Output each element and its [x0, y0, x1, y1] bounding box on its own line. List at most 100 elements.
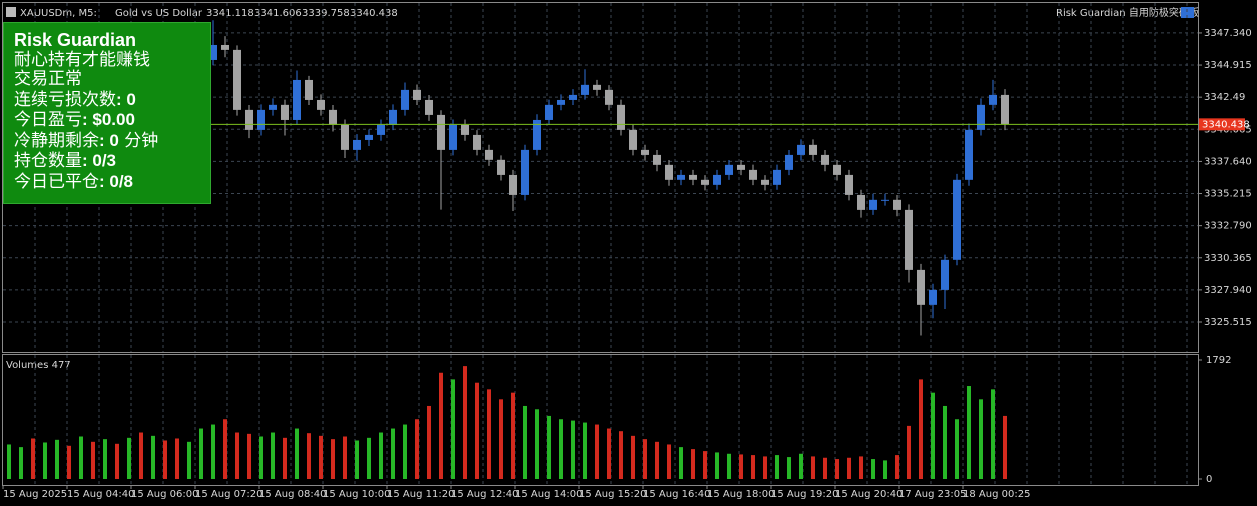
volume-bar	[163, 440, 167, 479]
candle-body	[881, 199, 889, 201]
candle-body	[857, 194, 865, 210]
candle-body	[389, 109, 397, 125]
candle-body	[401, 89, 409, 110]
candle-body	[701, 179, 709, 185]
y-tick-label: 3337.640	[1204, 156, 1252, 167]
volume-bar	[739, 454, 743, 479]
x-tick-label: 15 Aug 16:40	[643, 489, 710, 500]
volume-bar	[547, 415, 551, 479]
symbol: XAUUSDm, M5:	[20, 8, 97, 19]
main-frame	[2, 2, 1199, 353]
volume-bar	[283, 437, 287, 479]
candle-body	[281, 104, 289, 120]
candle-body	[581, 84, 589, 95]
panel-text: 分钟	[118, 130, 159, 151]
volume-bar	[463, 366, 467, 479]
x-tick-label: 15 Aug 2025	[3, 489, 67, 500]
volume-bar	[235, 432, 239, 479]
volume-bar	[139, 432, 143, 479]
volume-bar	[655, 441, 659, 479]
candle-body	[365, 134, 373, 140]
candle-body	[521, 149, 529, 195]
candle-body	[737, 164, 745, 170]
candle-body	[761, 179, 769, 185]
volume-bar	[487, 389, 491, 479]
volume-bar	[811, 456, 815, 479]
symbol-icon	[6, 7, 16, 17]
volume-bar	[715, 452, 719, 479]
volume-bar	[43, 442, 47, 479]
candle-body	[557, 99, 565, 105]
x-tick-label: 15 Aug 08:40	[259, 489, 326, 500]
volume-bar	[883, 460, 887, 479]
indicator-icon	[1181, 7, 1194, 18]
candle-body	[473, 134, 481, 150]
volume-bar	[991, 389, 995, 479]
description: Gold vs US Dollar	[115, 8, 203, 19]
volume-bar	[223, 419, 227, 479]
candle-body	[929, 289, 937, 305]
volume-bar	[907, 425, 911, 479]
panel-text: 交易正常	[14, 69, 82, 89]
volume-bar	[955, 419, 959, 479]
candle-body	[689, 174, 697, 180]
volume-bar	[667, 444, 671, 479]
volume-bar	[451, 379, 455, 479]
x-tick-label: 15 Aug 07:20	[195, 489, 262, 500]
volume-bar	[7, 444, 11, 479]
candle-body	[425, 99, 433, 115]
panel-text: 今日盈亏	[14, 110, 82, 130]
volume-bar	[763, 456, 767, 479]
volume-bar	[703, 451, 707, 479]
candle-body	[509, 174, 517, 195]
volume-bar	[403, 424, 407, 479]
volume-tick-label: 1792	[1206, 355, 1231, 366]
volume-bar	[391, 428, 395, 479]
volume-bar	[91, 441, 95, 479]
price-label: 3340.438	[1202, 119, 1250, 130]
candle-body	[809, 144, 817, 155]
volume-bar	[607, 428, 611, 479]
candle-body	[905, 209, 913, 270]
volume-bar	[307, 433, 311, 479]
volume-bar	[151, 435, 155, 479]
volume-bar	[919, 379, 923, 479]
x-tick-label: 15 Aug 04:40	[67, 489, 134, 500]
y-tick-label: 3327.940	[1204, 285, 1252, 296]
candle-body	[245, 109, 253, 130]
candle-body	[965, 129, 973, 180]
candle-body	[497, 159, 505, 175]
volume-bar	[475, 382, 479, 479]
candle-body	[893, 199, 901, 210]
candle-body	[209, 44, 217, 60]
candle-body	[329, 109, 337, 125]
y-tick-label: 3335.215	[1204, 189, 1252, 200]
volume-bar	[187, 441, 191, 479]
header-value: 3340.438	[350, 8, 398, 19]
candle-body	[953, 179, 961, 260]
volume-bar	[559, 419, 563, 479]
volume-bar	[679, 447, 683, 479]
volume-bar	[127, 437, 131, 479]
panel-line: 今日盈亏: $0.00	[14, 110, 210, 131]
volume-bar	[859, 456, 863, 479]
candle-body	[821, 154, 829, 165]
x-tick-label: 15 Aug 10:00	[323, 489, 390, 500]
volume-bar	[199, 428, 203, 479]
volume-frame	[2, 354, 1199, 486]
candle-body	[989, 94, 997, 105]
candle-body	[749, 169, 757, 180]
volume-bar	[115, 443, 119, 479]
panel-text: 连续亏损次数	[14, 89, 116, 110]
candle-body	[773, 169, 781, 185]
candle-body	[977, 104, 985, 130]
volume-bar	[847, 457, 851, 479]
panel-text: : 0/8	[99, 171, 134, 191]
volume-bar	[211, 424, 215, 479]
volume-bar	[247, 433, 251, 479]
volume-bar	[271, 432, 275, 479]
volume-bar	[379, 432, 383, 479]
candle-body	[221, 44, 229, 50]
candle-body	[1001, 94, 1009, 125]
y-tick-label: 3347.340	[1204, 28, 1252, 39]
